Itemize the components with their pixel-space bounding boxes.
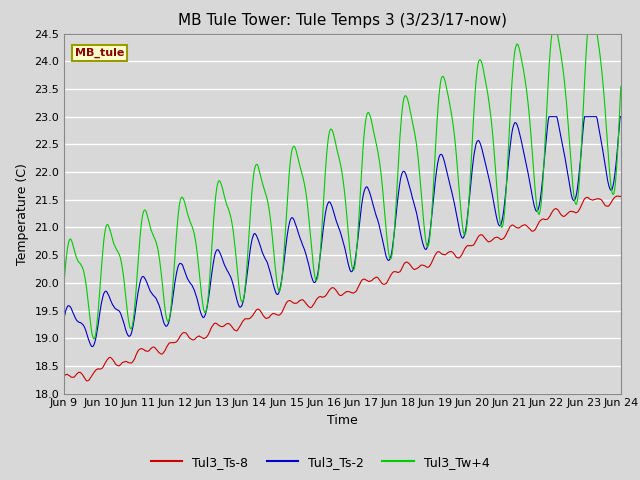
Tul3_Tw+4 bbox=[399, 103, 406, 108]
Tul3_Tw+4 bbox=[548, 31, 556, 36]
Tul3_Ts-2 bbox=[415, 224, 423, 230]
Tul3_Ts-8 bbox=[399, 264, 406, 270]
Tul3_Ts-8 bbox=[540, 216, 548, 222]
Tul3_Tw+4 bbox=[90, 336, 98, 342]
Tul3_Ts-8 bbox=[83, 378, 91, 384]
Tul3_Ts-2 bbox=[545, 114, 553, 120]
Tul3_Ts-8 bbox=[614, 193, 621, 199]
Tul3_Ts-2 bbox=[399, 169, 406, 175]
X-axis label: Time: Time bbox=[327, 414, 358, 427]
Tul3_Ts-8 bbox=[483, 238, 491, 243]
Tul3_Tw+4 bbox=[60, 281, 68, 287]
Tul3_Tw+4 bbox=[617, 84, 625, 89]
Tul3_Ts-2 bbox=[617, 114, 625, 120]
Tul3_Tw+4 bbox=[540, 157, 548, 163]
Tul3_Ts-2 bbox=[95, 316, 102, 322]
Tul3_Ts-2 bbox=[89, 344, 97, 349]
Title: MB Tule Tower: Tule Temps 3 (3/23/17-now): MB Tule Tower: Tule Temps 3 (3/23/17-now… bbox=[178, 13, 507, 28]
Line: Tul3_Ts-8: Tul3_Ts-8 bbox=[64, 196, 621, 381]
Line: Tul3_Tw+4: Tul3_Tw+4 bbox=[64, 34, 621, 339]
Tul3_Ts-2 bbox=[483, 168, 491, 173]
Text: MB_tule: MB_tule bbox=[75, 48, 125, 58]
Tul3_Tw+4 bbox=[483, 86, 491, 92]
Tul3_Ts-2 bbox=[384, 257, 392, 263]
Tul3_Ts-8 bbox=[60, 374, 68, 380]
Tul3_Ts-8 bbox=[415, 264, 423, 269]
Tul3_Ts-2 bbox=[540, 159, 548, 165]
Line: Tul3_Ts-2: Tul3_Ts-2 bbox=[64, 117, 621, 347]
Tul3_Tw+4 bbox=[384, 246, 392, 252]
Tul3_Ts-2 bbox=[60, 315, 68, 321]
Tul3_Tw+4 bbox=[415, 168, 423, 174]
Legend: Tul3_Ts-8, Tul3_Ts-2, Tul3_Tw+4: Tul3_Ts-8, Tul3_Ts-2, Tul3_Tw+4 bbox=[145, 451, 495, 474]
Tul3_Ts-8 bbox=[384, 277, 392, 283]
Tul3_Ts-8 bbox=[95, 366, 102, 372]
Y-axis label: Temperature (C): Temperature (C) bbox=[16, 163, 29, 264]
Tul3_Ts-8 bbox=[617, 193, 625, 199]
Tul3_Tw+4 bbox=[95, 300, 102, 306]
